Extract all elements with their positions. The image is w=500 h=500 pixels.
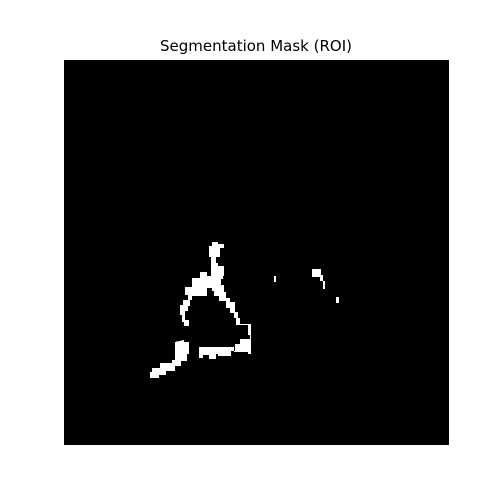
left-lobe-mask-region xyxy=(180,272,207,326)
mask-background xyxy=(64,60,449,445)
mask-speck-1 xyxy=(312,269,321,277)
mask-svg xyxy=(64,60,449,445)
figure-title: Segmentation Mask (ROI) xyxy=(160,37,352,55)
mask-foreground xyxy=(150,242,339,378)
mask-speck-4 xyxy=(336,297,339,303)
lower-left-mask-region xyxy=(150,340,189,378)
segmentation-mask-image xyxy=(64,60,449,445)
mask-speck-5 xyxy=(274,276,276,282)
top-mask-protrusion xyxy=(209,242,224,257)
main-mask-region xyxy=(199,242,251,359)
mask-speck-3 xyxy=(323,281,325,289)
main-mask-hole xyxy=(187,297,210,328)
mask-speck-2 xyxy=(320,275,323,281)
